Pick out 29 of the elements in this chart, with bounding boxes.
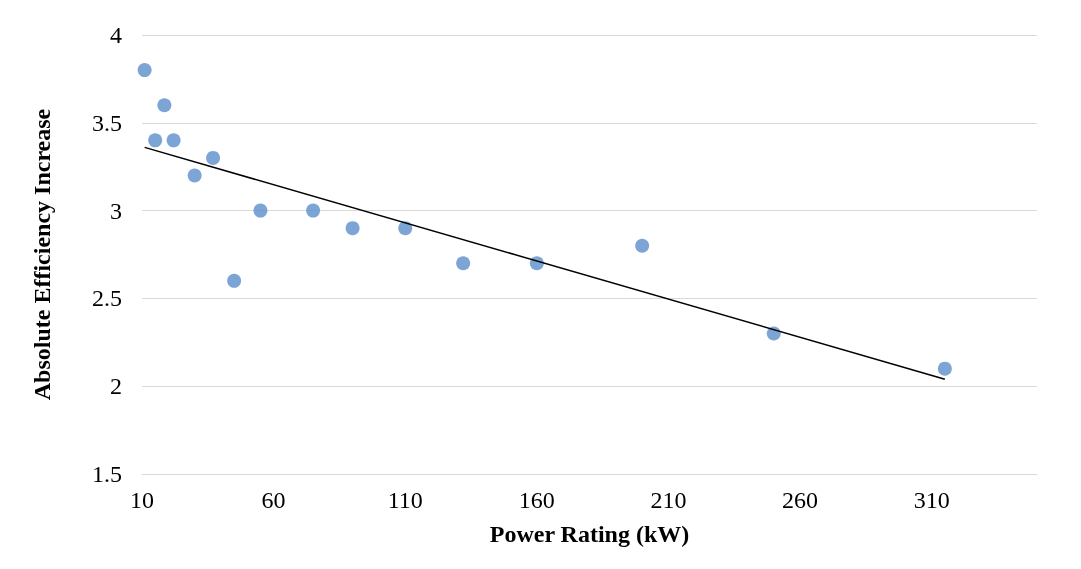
y-tick-label: 2 — [110, 373, 122, 400]
x-tick-label: 110 — [387, 487, 423, 513]
point — [148, 133, 163, 148]
y-tick-label: 2.5 — [92, 285, 122, 312]
x-tick-label: 60 — [261, 487, 286, 513]
point — [137, 63, 152, 78]
y-axis-title: Absolute Efficiency Increase — [29, 108, 55, 401]
point — [345, 221, 360, 236]
y-tick-label: 3 — [110, 197, 122, 224]
x-tick-label: 160 — [518, 487, 555, 513]
y-tick-label: 4 — [110, 22, 122, 48]
x-tick-label: 310 — [913, 487, 950, 513]
x-tick-label: 10 — [130, 487, 154, 513]
point — [157, 98, 172, 113]
x-tick-label: 260 — [782, 487, 819, 513]
point — [306, 203, 321, 218]
point — [253, 203, 268, 218]
y-tick-label: 1.5 — [92, 461, 122, 487]
point — [187, 168, 202, 183]
point — [937, 361, 952, 376]
point — [398, 221, 413, 236]
point — [635, 238, 650, 253]
point — [206, 150, 221, 165]
y-tick-label: 3.5 — [92, 109, 122, 136]
x-axis-title: Power Rating (kW) — [489, 521, 690, 547]
point — [166, 133, 181, 148]
x-tick-label: 210 — [650, 487, 687, 513]
point — [227, 273, 242, 288]
point — [456, 256, 471, 271]
